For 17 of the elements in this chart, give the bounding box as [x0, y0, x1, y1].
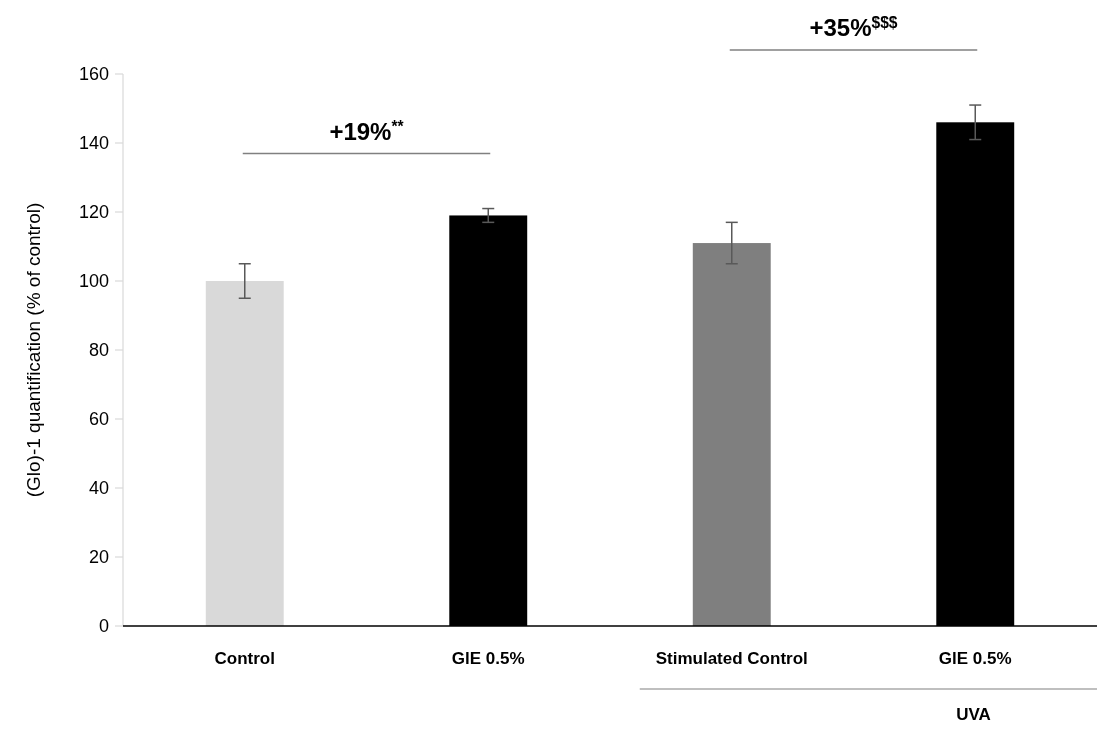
text: UVA: [956, 705, 991, 724]
x-tick-label: Stimulated Control: [655, 649, 808, 668]
x-tick-label: GlE 0.5%: [938, 649, 1012, 668]
y-tick-label: 40: [88, 478, 109, 499]
text: +35%$^{$$$}$: [809, 13, 898, 42]
annotation: +19%$^{**}$: [329, 117, 405, 145]
y-tick-label: 80: [88, 340, 109, 361]
y-tick-label: 120: [78, 202, 109, 223]
y-tick-label: 60: [88, 409, 109, 430]
y-tick-label: 100: [78, 271, 109, 292]
y-tick-label: 20: [88, 547, 109, 568]
x-tick-label: GlE 0.5%: [451, 649, 525, 668]
y-axis-title: (Glo)-1 quantification (% of control): [23, 202, 44, 498]
y-tick-label: 0: [98, 616, 109, 637]
y-tick-label: 160: [78, 64, 109, 85]
y-tick-label: 140: [78, 133, 109, 154]
x-tick-label: Control: [214, 649, 275, 668]
